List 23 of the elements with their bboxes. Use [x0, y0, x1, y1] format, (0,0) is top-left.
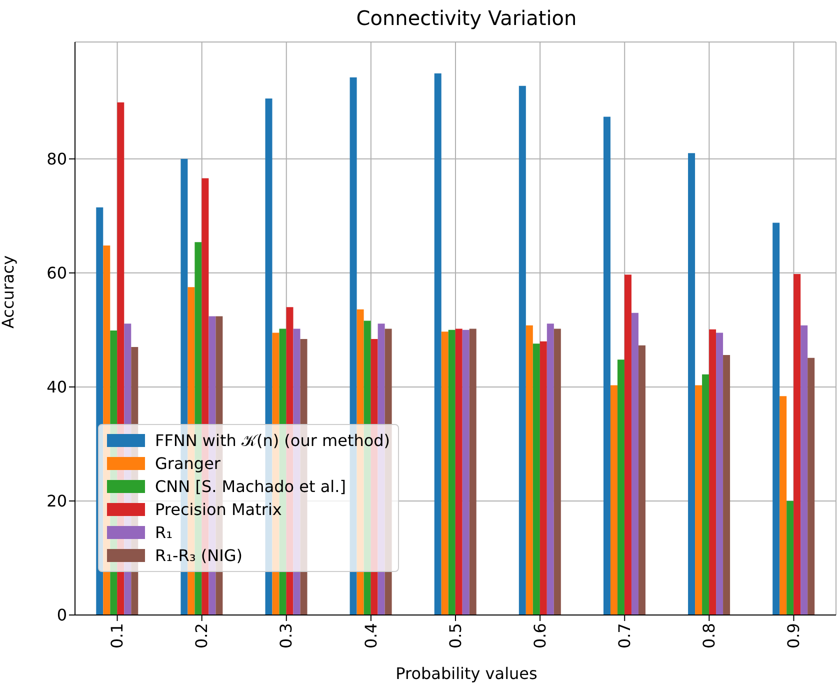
legend-label: FFNN with 𝒦(n) (our method) — [155, 430, 390, 452]
x-tick-label: 0.5 — [446, 623, 465, 648]
x-tick-label: 0.2 — [192, 623, 212, 648]
legend-label: Precision Matrix — [155, 499, 282, 521]
x-tick-label: 0.3 — [276, 623, 296, 648]
y-axis-title: Accuracy — [0, 255, 18, 328]
y-tick-label: 40 — [46, 378, 67, 397]
x-axis-title: Probability values — [394, 664, 538, 683]
y-tick-label: 20 — [46, 492, 67, 511]
x-tick-label: 0.1 — [108, 623, 127, 648]
x-tick-label: 0.6 — [530, 623, 550, 648]
x-tick-label: 0.7 — [614, 623, 634, 648]
y-tick-label: 0 — [56, 606, 67, 625]
legend-label: R₁-R₃ (NIG) — [155, 545, 242, 567]
legend-label: CNN [S. Machado et al.] — [155, 476, 346, 498]
y-tick-label: 80 — [46, 150, 67, 169]
x-tick-label: 0.9 — [784, 623, 804, 648]
legend-label: R₁ — [155, 522, 173, 544]
legend-label: Granger — [155, 453, 220, 475]
y-tick-label: 60 — [46, 264, 67, 283]
x-tick-label: 0.8 — [700, 623, 719, 648]
x-tick-label: 0.4 — [361, 623, 380, 648]
chart-title: Connectivity Variation — [355, 6, 578, 30]
